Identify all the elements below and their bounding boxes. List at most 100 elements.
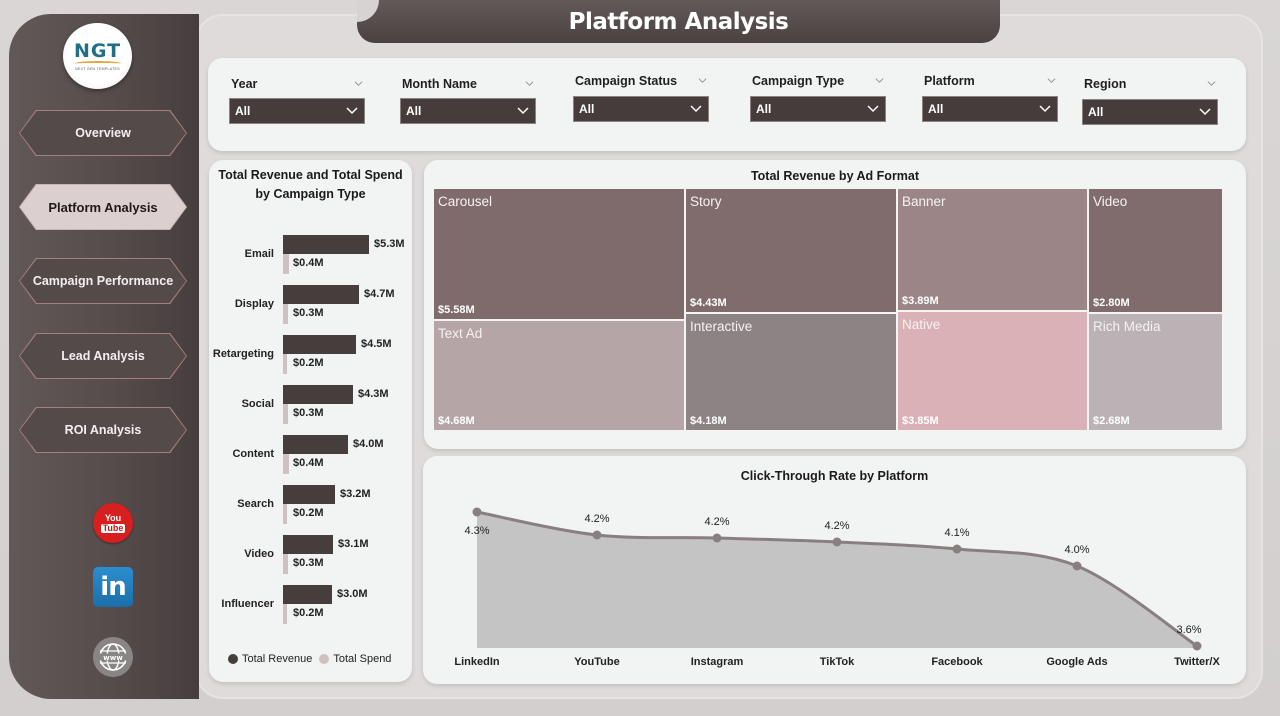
nav-lead-analysis-button[interactable]: Lead Analysis xyxy=(19,333,187,379)
chevron-down-icon[interactable] xyxy=(354,79,363,88)
chevron-down-icon xyxy=(867,105,879,113)
slicer-label: Month Name xyxy=(402,77,477,91)
page-title: Platform Analysis xyxy=(568,8,789,35)
campaign-type-dropdown[interactable]: All xyxy=(750,96,886,122)
legend-label[interactable]: Total Revenue xyxy=(242,653,313,665)
area-chart-plot: 4.3% LinkedIn 4.2% YouTube 4.2% Instagram 4.2%… xyxy=(454,507,1220,668)
tile-value: $3.89M xyxy=(902,295,939,307)
nav-overview-button[interactable]: Overview xyxy=(19,110,187,156)
spend-bar[interactable] xyxy=(283,604,287,624)
region-dropdown[interactable]: All xyxy=(1082,99,1218,125)
chevron-down-icon[interactable] xyxy=(698,76,707,85)
data-point[interactable] xyxy=(472,507,482,517)
treemap-tile-text-ad[interactable]: Text Ad $4.68M xyxy=(433,320,685,431)
data-label: 4.2% xyxy=(824,520,849,532)
tile-value: $4.68M xyxy=(438,415,475,427)
data-point[interactable] xyxy=(832,537,842,547)
spend-value-label: $0.2M xyxy=(293,507,324,519)
spend-bar[interactable] xyxy=(283,454,289,474)
data-point[interactable] xyxy=(952,544,962,554)
chevron-down-icon xyxy=(517,107,529,115)
spend-bar[interactable] xyxy=(283,354,287,374)
revenue-bar[interactable] xyxy=(283,335,356,354)
revenue-spend-bar-chart: Total Revenue and Total Spend by Campaig… xyxy=(209,160,412,682)
treemap-tile-story[interactable]: Story $4.43M xyxy=(685,188,897,313)
tile-label: Interactive xyxy=(690,319,753,334)
data-point[interactable] xyxy=(712,533,722,543)
slicer-label: Year xyxy=(231,77,258,91)
ngt-logo: NGT NEXT GEN TEMPLATES xyxy=(63,23,132,89)
revenue-value-label: $4.5M xyxy=(361,338,392,350)
dropdown-value: All xyxy=(756,102,772,116)
bar-row: Search $3.2M $0.2M xyxy=(209,485,412,535)
category-label: Search xyxy=(237,498,274,510)
revenue-bar[interactable] xyxy=(283,485,335,504)
tile-label: Story xyxy=(690,194,722,209)
linkedin-icon[interactable]: in xyxy=(93,567,133,607)
x-axis-label: Twitter/X xyxy=(1174,656,1220,668)
year-dropdown[interactable]: All xyxy=(229,98,365,124)
treemap-tile-native[interactable]: Native $3.85M xyxy=(897,311,1088,431)
revenue-bar[interactable] xyxy=(283,235,369,254)
campaign-status-dropdown[interactable]: All xyxy=(573,96,709,122)
spend-bar[interactable] xyxy=(283,254,289,274)
spend-bar[interactable] xyxy=(283,554,288,574)
slicer-label: Campaign Type xyxy=(752,74,845,88)
revenue-bar[interactable] xyxy=(283,435,348,454)
tile-label: Video xyxy=(1093,194,1128,209)
legend-label[interactable]: Total Spend xyxy=(333,653,392,665)
revenue-bar[interactable] xyxy=(283,285,359,304)
tile-value: $4.18M xyxy=(690,415,727,427)
youtube-text-bottom: Tube xyxy=(100,522,126,533)
tile-value: $5.58M xyxy=(438,304,475,316)
treemap-tile-banner[interactable]: Banner $3.89M xyxy=(897,188,1088,311)
treemap-tile-carousel[interactable]: Carousel $5.58M xyxy=(433,188,685,320)
spend-bar[interactable] xyxy=(283,404,288,424)
revenue-bar[interactable] xyxy=(283,585,332,604)
spend-value-label: $0.4M xyxy=(293,457,324,469)
tile-label: Banner xyxy=(902,194,946,209)
logo-swoosh-icon xyxy=(74,60,121,66)
chevron-down-icon[interactable] xyxy=(1207,79,1216,88)
youtube-icon[interactable]: You Tube xyxy=(93,503,133,543)
slicer-label: Campaign Status xyxy=(575,74,678,88)
ctr-by-platform-area-chart: Click-Through Rate by Platform 4.3% Linke… xyxy=(423,456,1246,684)
bar-row: Retargeting $4.5M $0.2M xyxy=(209,335,412,385)
bar-row: Video $3.1M $0.3M xyxy=(209,535,412,585)
treemap-tile-rich-media[interactable]: Rich Media $2.68M xyxy=(1088,313,1223,431)
revenue-value-label: $3.1M xyxy=(338,538,369,550)
spend-bar[interactable] xyxy=(283,504,287,524)
nav-platform-analysis-button[interactable]: Platform Analysis xyxy=(19,184,187,230)
treemap-area: Carousel $5.58M Text Ad $4.68M Story $4.… xyxy=(433,188,1223,431)
data-label: 4.0% xyxy=(1064,544,1089,556)
data-point[interactable] xyxy=(1072,561,1082,571)
nav-roi-analysis-button[interactable]: ROI Analysis xyxy=(19,407,187,453)
treemap-tile-video[interactable]: Video $2.80M xyxy=(1088,188,1223,313)
category-label: Retargeting xyxy=(212,348,274,360)
data-label: 4.2% xyxy=(704,516,729,528)
revenue-bar[interactable] xyxy=(283,385,353,404)
slicer-label: Region xyxy=(1084,77,1127,91)
platform-dropdown[interactable]: All xyxy=(922,96,1058,122)
nav-campaign-performance-button[interactable]: Campaign Performance xyxy=(19,258,187,304)
tile-label: Text Ad xyxy=(438,326,483,341)
svg-text:www: www xyxy=(103,654,123,662)
chevron-down-icon[interactable] xyxy=(1047,76,1056,85)
spend-bar[interactable] xyxy=(283,304,288,324)
slicer-platform: Platform All xyxy=(922,74,1058,122)
website-globe-icon[interactable]: www xyxy=(93,637,133,677)
chevron-down-icon[interactable] xyxy=(875,76,884,85)
chevron-down-icon[interactable] xyxy=(525,79,534,88)
category-label: Influencer xyxy=(221,598,274,610)
category-label: Content xyxy=(232,448,274,460)
data-point[interactable] xyxy=(1192,641,1202,651)
spend-value-label: $0.3M xyxy=(293,407,324,419)
month-name-dropdown[interactable]: All xyxy=(400,98,536,124)
spend-value-label: $0.2M xyxy=(293,357,324,369)
revenue-bar[interactable] xyxy=(283,535,333,554)
treemap-tile-interactive[interactable]: Interactive $4.18M xyxy=(685,313,897,431)
bar-row: Social $4.3M $0.3M xyxy=(209,385,412,435)
bar-row: Influencer $3.0M $0.2M xyxy=(209,585,412,635)
dropdown-value: All xyxy=(1088,105,1104,119)
data-point[interactable] xyxy=(592,530,602,540)
